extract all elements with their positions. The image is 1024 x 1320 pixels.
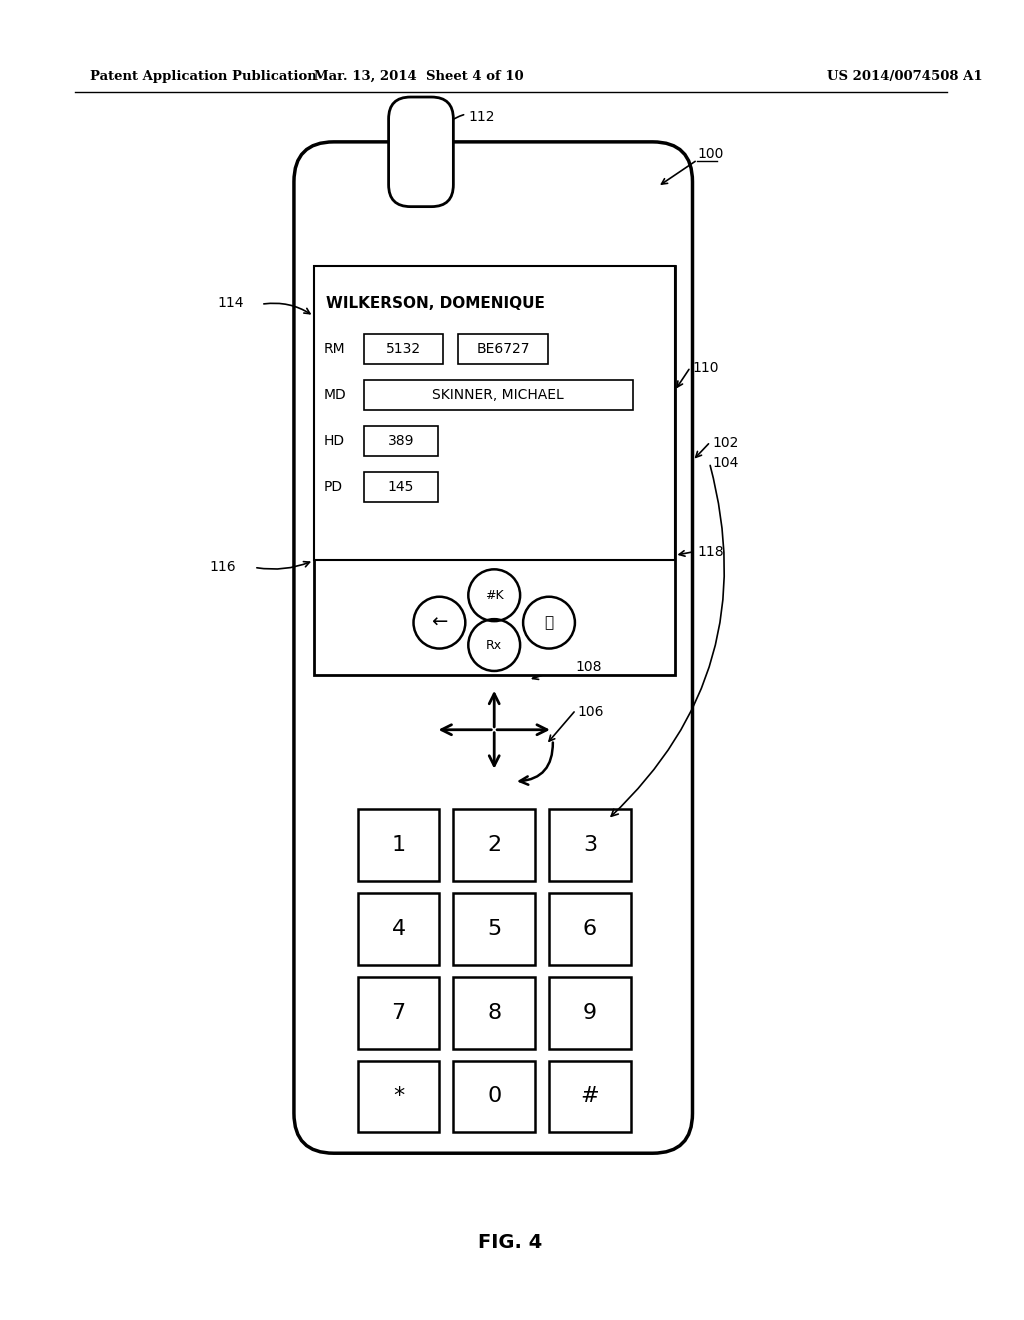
Text: 5: 5	[487, 919, 502, 939]
Text: SKINNER, MICHAEL: SKINNER, MICHAEL	[432, 388, 564, 403]
Text: ←: ←	[431, 612, 447, 632]
Text: HD: HD	[324, 434, 345, 447]
FancyArrowPatch shape	[520, 742, 553, 784]
Text: BE6727: BE6727	[476, 342, 530, 356]
Bar	[549, 809, 631, 882]
Text: 5132: 5132	[386, 342, 421, 356]
Text: 4: 4	[391, 919, 406, 939]
Bar	[549, 1060, 631, 1133]
Bar	[364, 471, 438, 502]
Bar	[364, 334, 443, 364]
Text: US 2014/0074508 A1: US 2014/0074508 A1	[827, 70, 983, 83]
Bar	[357, 977, 439, 1048]
Text: WILKERSON, DOMENIQUE: WILKERSON, DOMENIQUE	[326, 296, 545, 310]
Text: Mar. 13, 2014  Sheet 4 of 10: Mar. 13, 2014 Sheet 4 of 10	[313, 70, 523, 83]
Bar	[357, 1060, 439, 1133]
Text: 106: 106	[578, 705, 604, 719]
Text: RM: RM	[324, 342, 345, 356]
Text: #K: #K	[485, 589, 504, 602]
Bar	[357, 809, 439, 882]
Text: 112: 112	[468, 110, 495, 124]
Text: 3: 3	[583, 836, 597, 855]
Text: 118: 118	[697, 545, 724, 560]
Text: *: *	[393, 1086, 404, 1106]
Bar	[364, 380, 633, 411]
Text: 9: 9	[583, 1003, 597, 1023]
Bar	[364, 426, 438, 455]
Text: 8: 8	[487, 1003, 502, 1023]
Bar	[454, 1060, 536, 1133]
Text: 6: 6	[583, 919, 597, 939]
Bar	[549, 977, 631, 1048]
Bar	[454, 894, 536, 965]
Bar	[357, 894, 439, 965]
Text: 108: 108	[575, 660, 602, 675]
Text: 1: 1	[391, 836, 406, 855]
Text: 114: 114	[217, 296, 244, 310]
Bar	[314, 267, 675, 675]
Bar	[459, 334, 548, 364]
Bar	[314, 267, 675, 561]
Text: 116: 116	[209, 561, 236, 574]
Text: MD: MD	[324, 388, 346, 403]
Text: 2: 2	[487, 836, 502, 855]
Text: FIG. 4: FIG. 4	[478, 1233, 543, 1251]
FancyArrowPatch shape	[611, 466, 724, 816]
Text: 102: 102	[713, 436, 738, 450]
Text: Patent Application Publication: Patent Application Publication	[90, 70, 316, 83]
Text: 🔬: 🔬	[545, 615, 554, 630]
FancyBboxPatch shape	[294, 141, 692, 1154]
Text: 104: 104	[713, 455, 738, 470]
Bar	[454, 809, 536, 882]
Text: Rx: Rx	[486, 639, 503, 652]
Text: 100: 100	[697, 147, 724, 161]
Text: 0: 0	[487, 1086, 502, 1106]
Text: 145: 145	[388, 479, 415, 494]
Text: 7: 7	[391, 1003, 406, 1023]
Text: 110: 110	[692, 362, 719, 375]
Bar	[454, 977, 536, 1048]
Text: PD: PD	[324, 479, 343, 494]
Text: #: #	[581, 1086, 599, 1106]
Bar	[549, 894, 631, 965]
Text: 389: 389	[388, 434, 415, 447]
FancyBboxPatch shape	[388, 98, 454, 207]
